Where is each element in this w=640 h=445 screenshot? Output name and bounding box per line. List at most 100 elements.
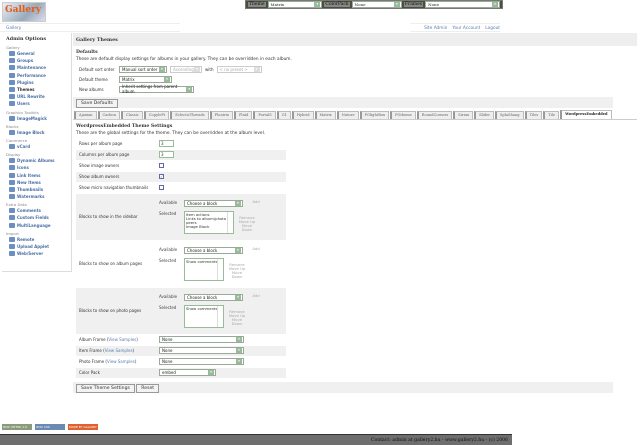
theme-select[interactable]: Matrix ▾ [267, 1, 323, 8]
save-theme-settings-button[interactable]: Save Theme Settings [76, 383, 135, 393]
sidebar-item-general[interactable]: General [6, 50, 67, 57]
cols-input[interactable]: 3 [159, 151, 174, 158]
tab-hybrid[interactable]: Hybrid [291, 111, 314, 119]
move-up-button[interactable]: Move Up [228, 265, 246, 271]
remove-button[interactable]: Remove [229, 308, 245, 314]
sidebar-item-watermarks[interactable]: Watermarks [6, 193, 67, 200]
tab-siriux[interactable]: Siriux [453, 111, 474, 119]
sidebar-item-icons[interactable]: Icons [6, 164, 67, 171]
tab-carbon[interactable]: Carbon [97, 111, 120, 119]
reset-button[interactable]: Reset [136, 383, 160, 393]
sidebar-item-remote[interactable]: Remote [6, 236, 67, 243]
available-block-select[interactable]: Choose a block ▾ [184, 293, 243, 301]
move-up-button[interactable]: Move Up [228, 312, 246, 318]
sort-order-select[interactable]: Manual sort order ▾ [119, 65, 167, 73]
sidebar-item-link-items[interactable]: Link Items [6, 171, 67, 178]
view-samples-link[interactable]: View Samples [108, 337, 137, 342]
sidebar-item-themes[interactable]: Themes [6, 86, 67, 93]
selected-blocks-list[interactable]: Item actions Links to album/photo peers Im… [184, 210, 234, 234]
sidebar-item-users[interactable]: Users [6, 100, 67, 107]
available-block-select[interactable]: Choose a block ▾ [184, 199, 243, 207]
sidebar-item-performance[interactable]: Performance [6, 72, 67, 79]
list-item[interactable]: Show comments [186, 258, 218, 264]
available-block-select[interactable]: Choose a block ▾ [184, 246, 243, 254]
sidebar-item-plugins[interactable]: Plugins [6, 79, 67, 86]
preset-select[interactable]: < no preset > ▾ [216, 65, 262, 73]
move-down-button[interactable]: Move Down [231, 269, 243, 280]
tab-slider[interactable]: Slider [474, 111, 494, 119]
sidebar-item-groups[interactable]: Groups [6, 57, 67, 64]
item-frame-select[interactable]: None ▾ [159, 347, 244, 354]
sidebar-item-image-block[interactable]: Image Block [6, 129, 67, 136]
gallery-logo[interactable]: Gallery [2, 2, 46, 22]
tab-nature[interactable]: Nature [336, 111, 359, 119]
show-micro-thumbnails-checkbox[interactable] [159, 185, 164, 190]
tab-ajaxian[interactable]: Ajaxian [74, 111, 97, 119]
color-pack-select[interactable]: embed ▾ [159, 369, 216, 376]
move-down-button[interactable]: Move Down [241, 222, 253, 233]
remove-button[interactable]: Remove [229, 261, 245, 267]
tab-wordpressembedded[interactable]: WordpressEmbedded [560, 110, 612, 119]
view-samples-link[interactable]: View Samples [104, 348, 133, 353]
move-up-button[interactable]: Move Up [238, 218, 256, 224]
sidebar-item-maintenance[interactable]: Maintenance [6, 64, 67, 71]
logout-link[interactable]: Logout [485, 26, 500, 31]
tab-tiles[interactable]: Tiles [524, 111, 543, 119]
sidebar-item-new-items[interactable]: New Items [6, 179, 67, 186]
list-item[interactable]: Item actions [186, 211, 210, 217]
photo-frame-select[interactable]: None ▾ [159, 358, 244, 365]
tab-eclecticthreads[interactable]: EclecticThreads [170, 111, 209, 119]
sidebar-item-upload-applet[interactable]: Upload Applet [6, 243, 67, 250]
rows-input[interactable]: 3 [159, 139, 174, 147]
your-account-link[interactable]: Your Account [452, 26, 481, 31]
move-down-button[interactable]: Move Down [231, 316, 243, 327]
tab-pglightbox[interactable]: PGlightBox [359, 111, 390, 119]
tab-roundcorners[interactable]: RoundCorners [416, 111, 453, 119]
sidebar-item-custom-fields[interactable]: Custom Fields [6, 214, 67, 221]
selected-blocks-list[interactable]: Show comments [184, 304, 224, 328]
list-item[interactable]: Links to album/photo peers [186, 215, 227, 225]
sidebar-item-comments[interactable]: Comments [6, 207, 67, 214]
sidebar-item-web-server[interactable]: Web/Server [6, 250, 67, 257]
add-button[interactable]: Add [252, 245, 260, 251]
sidebar-item-thumbnails[interactable]: Thumbnails [6, 186, 67, 193]
sidebar-item-imagemagick[interactable]: ImageMagick [6, 115, 67, 122]
xhtml-badge[interactable]: W3C XHTML 1.0 [2, 424, 32, 430]
list-item[interactable]: Show comments [186, 305, 218, 311]
add-button[interactable]: Add [252, 292, 260, 298]
tab-splashang[interactable]: SplaShang [494, 111, 524, 119]
tab-g1[interactable]: G1 [276, 111, 291, 119]
show-album-owners-checkbox[interactable]: ✓ [159, 174, 164, 179]
breadcrumb[interactable]: Gallery [0, 23, 180, 32]
album-frame-select[interactable]: None ▾ [159, 336, 244, 343]
show-image-owners-checkbox[interactable] [159, 163, 164, 168]
sidebar-item-dynamic-albums[interactable]: Dynamic Albums [6, 157, 67, 164]
sidebar-item-url-rewrite[interactable]: URL Rewrite [6, 93, 67, 100]
default-theme-select[interactable]: Matrix ▾ [119, 75, 172, 83]
sort-direction-select[interactable]: Ascending ▾ [170, 65, 202, 73]
tab-copyleft[interactable]: CopyleFt [143, 111, 170, 119]
frames-select[interactable]: None ▾ [425, 1, 500, 8]
chevron-down-icon: ▾ [208, 370, 214, 375]
add-button[interactable]: Add [252, 198, 260, 204]
css-badge[interactable]: W3C CSS [35, 424, 65, 430]
selected-blocks-list[interactable]: Show comments [184, 257, 224, 281]
tab-matrix[interactable]: Matrix [314, 111, 336, 119]
tab-pgtheme[interactable]: PGtheme [390, 111, 416, 119]
site-admin-link[interactable]: Site Admin [424, 26, 448, 31]
tab-floatrix[interactable]: Floatrix [209, 111, 233, 119]
sidebar-item-vcard[interactable]: vCard [6, 143, 67, 150]
tab-tile[interactable]: Tile [543, 111, 560, 119]
tab-portals[interactable]: PortalS [253, 111, 276, 119]
tab-fluid[interactable]: Fluid [233, 111, 253, 119]
save-defaults-button[interactable]: Save Defaults [76, 99, 118, 108]
view-samples-link[interactable]: View Samples [107, 359, 135, 364]
sidebar-item-multilanguage[interactable]: MultiLanguage [6, 222, 67, 229]
new-albums-select[interactable]: Inherit settings from parent album ▾ [119, 84, 194, 94]
tab-classic[interactable]: Classic [120, 111, 143, 119]
remove-button[interactable]: Remove [239, 214, 255, 220]
list-item[interactable]: Image Block [186, 224, 210, 230]
sidebar-item-label: Web/Server [17, 251, 44, 257]
gallery-badge[interactable]: MADE BY GALLERY [68, 424, 98, 430]
colorpack-select[interactable]: None ▾ [351, 1, 402, 8]
